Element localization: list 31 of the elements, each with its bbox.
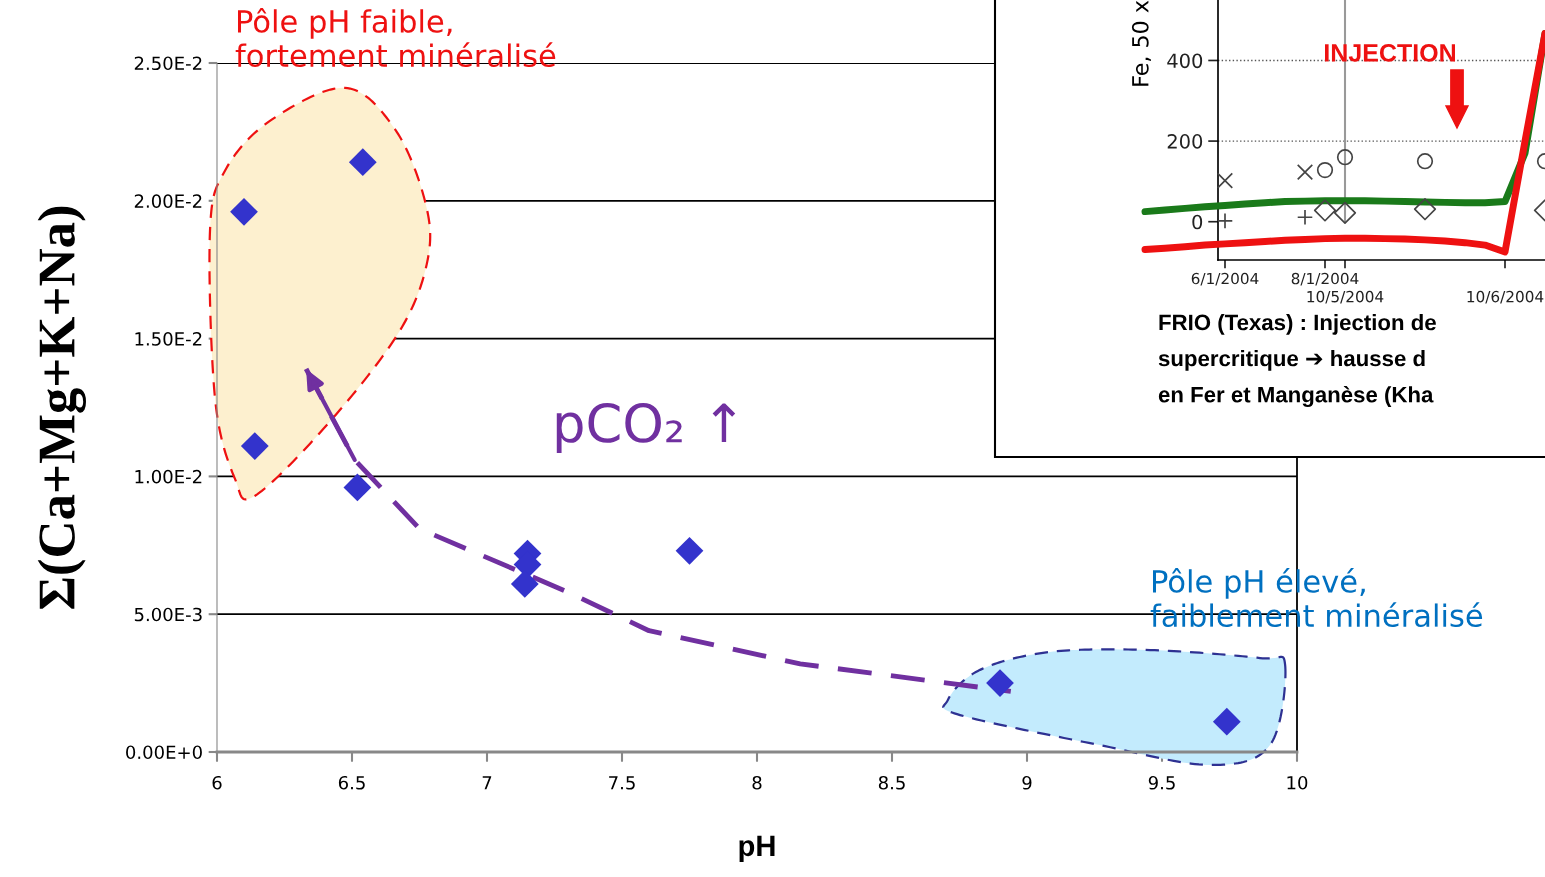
x-tick-label: 6/1/2004 [1191, 272, 1259, 286]
x-axis-title: pH [739, 835, 775, 862]
x-tick-label: 7.5 [609, 776, 635, 790]
x-tick-label: 9.5 [1148, 775, 1175, 790]
y-tick-label: 400 [1167, 53, 1203, 69]
y-tick-label: 0.00E+0 [126, 745, 202, 760]
x-tick-label: 9 [1022, 775, 1032, 790]
y-tick-label: 1.00E-2 [135, 469, 202, 484]
y-tick-label: 5.00E-3 [134, 607, 202, 622]
x-tick-label: 10/6/2004 [1467, 290, 1544, 304]
y-tick-label: 0 [1192, 214, 1203, 230]
y-tick-label: 2.50E-2 [134, 56, 202, 71]
y-tick-label: 2.00E-2 [134, 194, 202, 208]
x-tick-label: 8 [752, 775, 762, 790]
x-tick-label: 10 [1287, 775, 1308, 790]
annotation: pCO₂ ↑ [556, 402, 736, 454]
x-tick-label: 8/1/2004 [1291, 272, 1359, 286]
annotation: FRIO (Texas) : Injection de [1159, 314, 1436, 335]
y-axis-title: Σ(Ca+Mg+K+Na) [37, 206, 86, 609]
y-tick-label: 200 [1167, 134, 1203, 149]
x-tick-label: 6.5 [338, 775, 365, 790]
x-tick-label: 7 [482, 776, 492, 790]
y-axis-title: Fe, 50 x [1131, 0, 1151, 86]
y-tick-label: 1.50E-2 [135, 332, 202, 346]
annotation: INJECTION [1325, 44, 1455, 62]
annotation: Pôle pH faible, fortement minéralisé [235, 8, 556, 68]
x-tick-label: 6 [212, 775, 222, 790]
x-tick-label: 10/5/2004 [1307, 290, 1384, 304]
annotation: supercritique ➔ hausse d [1158, 350, 1425, 371]
x-tick-label: 8.5 [878, 775, 905, 790]
annotation: en Fer et Manganèse (Kha [1158, 386, 1434, 408]
